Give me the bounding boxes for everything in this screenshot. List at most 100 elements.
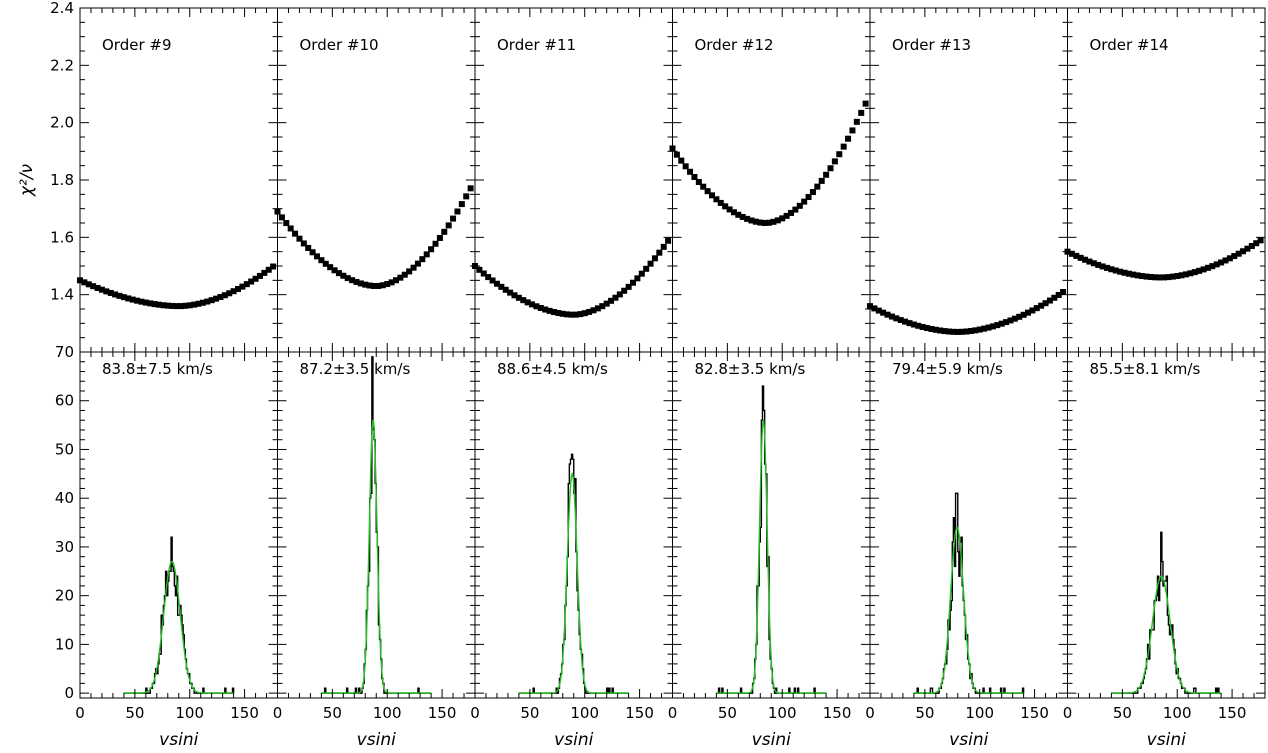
chi2-point: [485, 274, 492, 281]
chi2-point: [1003, 319, 1010, 326]
x-tick-label: 100: [768, 704, 797, 722]
y-tick-label: 60: [55, 392, 74, 410]
chi2-point: [880, 309, 887, 316]
chi2-point: [120, 294, 127, 301]
chi2-point: [125, 295, 132, 302]
chi2-point: [967, 327, 974, 334]
x-tick-label: 150: [1218, 704, 1247, 722]
chi2-point: [476, 266, 483, 273]
chi2-point: [985, 324, 992, 331]
chi2-point: [1095, 261, 1102, 268]
chi2-point: [371, 282, 378, 289]
chi2-point: [625, 283, 632, 290]
chi2-point: [239, 283, 246, 290]
gaussian-fit: [716, 419, 827, 694]
chi2-point: [1108, 266, 1115, 273]
chi2-point: [845, 135, 852, 142]
chi2-point: [638, 270, 645, 277]
chi2-point: [867, 303, 873, 310]
chi2-point: [533, 303, 540, 310]
chi2-point: [142, 299, 149, 306]
chi2-point: [1077, 254, 1084, 261]
chi2-frame: [1067, 7, 1266, 353]
chi2-point: [1147, 274, 1154, 281]
chi2-frame: [869, 7, 1068, 353]
chi2-point: [177, 303, 184, 310]
chi2-point: [489, 277, 496, 284]
chi2-point: [669, 145, 676, 152]
x-tick-label: 150: [625, 704, 654, 722]
chi2-point: [305, 244, 312, 251]
hist-frame: [869, 351, 1068, 699]
chi2-point: [410, 264, 417, 271]
chi2-point: [687, 168, 694, 175]
chi2-point: [555, 310, 562, 317]
chi2-point: [458, 201, 465, 208]
chi2-point: [946, 328, 952, 335]
chi2-point: [524, 299, 531, 306]
chi2-point: [836, 151, 843, 158]
chi2-point: [1183, 271, 1189, 278]
chi2-point: [761, 219, 768, 226]
chi2-point: [1046, 297, 1053, 304]
y-tick-label: 0: [64, 684, 74, 702]
chi2-point: [428, 246, 435, 253]
chi2-point: [450, 215, 457, 222]
chi2-point: [1068, 250, 1075, 257]
chi2-point: [1152, 274, 1159, 281]
chi2-point: [1204, 264, 1211, 271]
chi2-point: [559, 310, 566, 317]
x-tick-label: 50: [323, 704, 342, 722]
chi2-point: [327, 264, 334, 271]
chi2-point: [937, 327, 944, 334]
chi2-frame: [474, 7, 673, 353]
chi2-point: [507, 289, 514, 296]
chi2-point: [204, 298, 211, 305]
chi2-point: [379, 282, 386, 289]
x-axis-label: vsini: [554, 730, 593, 750]
chi2-point: [81, 279, 88, 286]
chi2-point: [537, 304, 544, 311]
hist-frame: [1067, 351, 1266, 699]
chi2-point: [616, 291, 623, 298]
chi2-point: [520, 297, 527, 304]
chi2-point: [116, 292, 123, 299]
order-label: Order #12: [695, 36, 774, 54]
x-tick-label: 0: [668, 704, 678, 722]
x-tick-label: 100: [1163, 704, 1192, 722]
y-tick-label: 40: [55, 489, 74, 507]
chi2-point: [322, 260, 329, 267]
order-panel-9: Order #9 83.8±7.5 km/s 0 50 100 150 vsini: [75, 7, 278, 750]
chi2-point: [796, 202, 803, 209]
chi2-point: [924, 325, 931, 332]
chi2-point: [1165, 274, 1172, 281]
chi2-point: [1244, 245, 1251, 252]
chi2-point: [1051, 294, 1058, 301]
chi2-point: [766, 219, 773, 226]
chi2-point: [331, 267, 338, 274]
x-tick-label: 0: [1063, 704, 1073, 722]
chi2-point: [770, 218, 777, 225]
chi2-point: [1213, 261, 1220, 268]
chi2-point: [603, 300, 610, 307]
chi2-point: [717, 199, 724, 206]
chi2-point: [419, 256, 426, 263]
chi2-point: [915, 322, 922, 329]
chi2-point: [1099, 263, 1106, 270]
chi2-point: [129, 296, 136, 303]
chi2-point: [256, 272, 263, 279]
gaussian-fit: [518, 472, 629, 694]
y-tick-label: 1.6: [50, 228, 74, 246]
chi2-point: [1257, 237, 1264, 244]
chi2-point: [195, 300, 202, 307]
chi2-point: [353, 278, 360, 285]
chi2-point: [581, 310, 588, 317]
chi2-point: [774, 217, 781, 224]
chi2-point: [393, 277, 399, 284]
chi2-point: [169, 302, 176, 309]
chi2-point: [801, 198, 808, 205]
chi2-point: [335, 270, 342, 277]
chi2-point: [366, 282, 373, 289]
chi2-point: [98, 286, 105, 293]
result-label: 85.5±8.1 km/s: [1090, 360, 1201, 378]
